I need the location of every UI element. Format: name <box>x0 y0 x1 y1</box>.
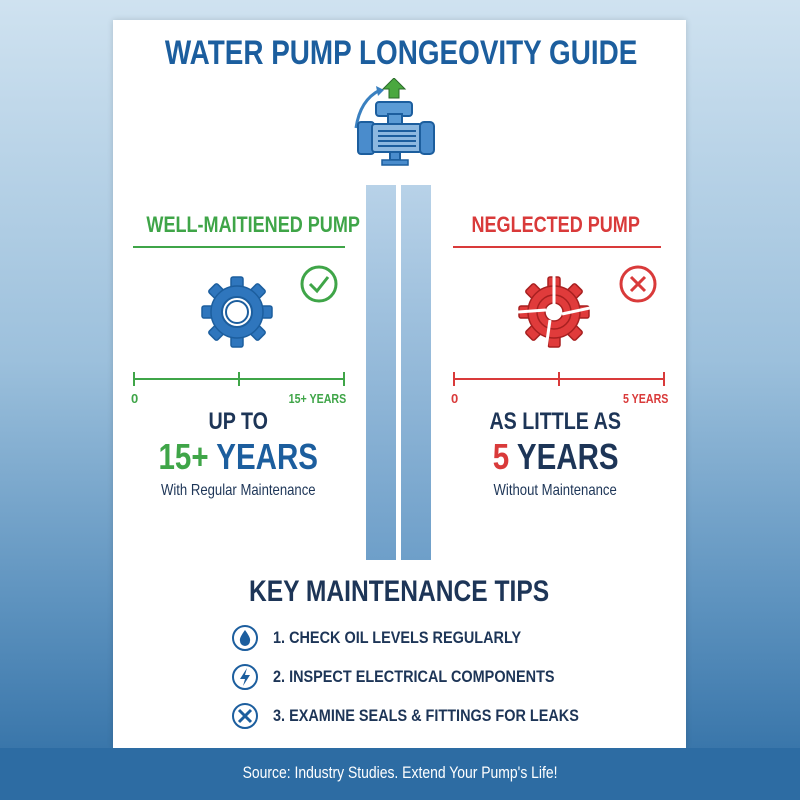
source-footer: Source: Industry Studies. Extend Your Pu… <box>0 748 800 800</box>
lifespan-axis-left <box>133 372 345 388</box>
tips-heading: KEY MAINTENANCE TIPS <box>249 575 550 608</box>
gear-icon <box>201 276 273 348</box>
divider-pillar-right <box>401 185 431 560</box>
lightning-icon <box>232 664 258 690</box>
well-maintained-heading: WELL-MAITIENED PUMP <box>146 212 360 237</box>
tip-item: 1. CHECK OIL LEVELS REGULARLY <box>231 624 565 652</box>
axis-end-label: 15+ YEARS <box>288 391 346 406</box>
right-lead-text: AS LITTLE AS <box>489 408 622 435</box>
right-caption: Without Maintenance <box>493 482 618 499</box>
divider-line <box>133 246 345 248</box>
left-caption: With Regular Maintenance <box>160 482 316 499</box>
left-lead-text: UP TO <box>208 408 268 435</box>
neglected-heading: NEGLECTED PUMP <box>471 212 640 237</box>
infographic-card: WATER PUMP LONGEOVITY GUIDE WELL-MAITIEN… <box>113 20 686 748</box>
divider-pillar-left <box>366 185 396 560</box>
droplet-icon <box>232 625 258 651</box>
lifespan-axis-right <box>453 372 665 388</box>
tools-icon <box>232 703 258 729</box>
left-lifespan-value: 15+ YEARS <box>158 436 318 477</box>
broken-gear-icon <box>518 276 590 348</box>
axis-start-label: 0 <box>131 391 139 406</box>
water-pump-icon <box>354 78 435 166</box>
axis-end-label: 5 YEARS <box>622 391 668 406</box>
divider-line <box>453 246 661 248</box>
tip-item: 2. INSPECT ELECTRICAL COMPONENTS <box>231 663 604 691</box>
page-title: WATER PUMP LONGEOVITY GUIDE <box>164 34 638 72</box>
axis-start-label: 0 <box>451 391 459 406</box>
tip-item: 3. EXAMINE SEALS & FITTINGS FOR LEAKS <box>231 702 633 730</box>
right-lifespan-value: 5 YEARS <box>492 436 619 477</box>
check-circle-icon <box>300 265 338 303</box>
x-circle-icon <box>619 265 657 303</box>
